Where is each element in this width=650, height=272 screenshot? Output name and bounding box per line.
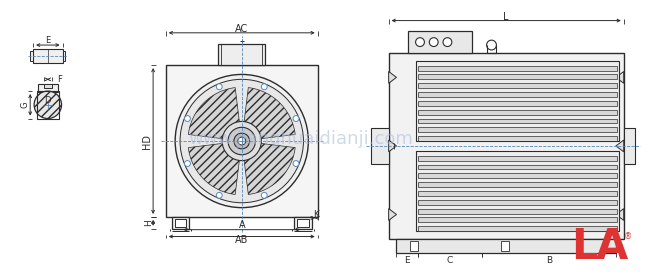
Bar	[408, 31, 472, 53]
Bar	[297, 219, 309, 227]
Bar	[371, 128, 389, 163]
Polygon shape	[616, 209, 624, 220]
Bar	[44, 84, 52, 88]
Polygon shape	[389, 72, 396, 83]
Bar	[418, 75, 617, 79]
Text: H: H	[144, 220, 153, 226]
Text: L: L	[571, 226, 598, 268]
Bar	[37, 91, 58, 119]
Circle shape	[293, 116, 299, 122]
Bar	[418, 226, 617, 231]
Text: ®: ®	[623, 233, 632, 242]
Circle shape	[228, 127, 255, 155]
Bar	[38, 84, 58, 92]
Bar	[389, 53, 624, 239]
Text: AC: AC	[235, 24, 248, 34]
Circle shape	[175, 75, 308, 208]
Bar	[62, 51, 66, 61]
Circle shape	[261, 192, 267, 198]
Bar	[418, 127, 617, 132]
Circle shape	[180, 79, 304, 203]
Bar	[418, 110, 617, 115]
Bar	[418, 136, 617, 141]
Text: www.jianghuaidianji.com: www.jianghuaidianji.com	[188, 130, 413, 148]
Bar	[218, 44, 265, 65]
Text: G: G	[21, 101, 30, 108]
Text: A: A	[239, 220, 245, 230]
Bar	[418, 200, 617, 205]
Bar	[418, 191, 617, 196]
Bar	[418, 66, 617, 70]
Circle shape	[216, 192, 222, 198]
Bar	[418, 182, 617, 187]
Circle shape	[261, 84, 267, 90]
Bar	[418, 83, 617, 88]
Text: B: B	[546, 256, 552, 265]
Text: D: D	[45, 96, 51, 105]
Text: K: K	[313, 209, 318, 218]
Bar	[418, 209, 617, 214]
Bar	[624, 128, 636, 163]
Bar	[172, 217, 189, 229]
Bar	[501, 241, 509, 251]
Text: C: C	[447, 256, 453, 265]
Circle shape	[443, 38, 452, 47]
Polygon shape	[616, 140, 624, 152]
Circle shape	[185, 160, 190, 166]
Text: E: E	[404, 256, 410, 265]
Text: AB: AB	[235, 236, 248, 245]
Bar	[416, 61, 619, 141]
Polygon shape	[244, 88, 295, 139]
Polygon shape	[389, 209, 396, 220]
Bar	[418, 217, 617, 222]
Bar	[30, 51, 33, 61]
Circle shape	[293, 160, 299, 166]
Bar	[418, 156, 617, 161]
Circle shape	[216, 84, 222, 90]
Bar	[294, 217, 312, 229]
Text: E: E	[46, 36, 51, 45]
Text: F: F	[57, 75, 62, 84]
Bar	[418, 92, 617, 97]
Bar	[418, 173, 617, 178]
Bar	[418, 165, 617, 169]
Polygon shape	[188, 143, 240, 194]
Circle shape	[222, 121, 261, 161]
Circle shape	[238, 137, 246, 145]
Bar	[418, 101, 617, 106]
Circle shape	[34, 91, 62, 119]
Text: A: A	[596, 226, 628, 268]
Polygon shape	[616, 72, 624, 83]
Circle shape	[429, 38, 438, 47]
Polygon shape	[188, 88, 240, 139]
Circle shape	[234, 133, 250, 149]
Bar	[410, 241, 418, 251]
Text: HD: HD	[142, 134, 152, 149]
Bar	[33, 49, 62, 63]
Bar	[396, 239, 616, 253]
Circle shape	[415, 38, 424, 47]
Bar	[416, 151, 619, 231]
Text: L: L	[504, 12, 509, 22]
Polygon shape	[389, 140, 396, 152]
Bar	[418, 119, 617, 123]
Polygon shape	[244, 143, 295, 194]
Bar	[166, 65, 318, 217]
Circle shape	[185, 116, 190, 122]
Bar	[175, 219, 187, 227]
